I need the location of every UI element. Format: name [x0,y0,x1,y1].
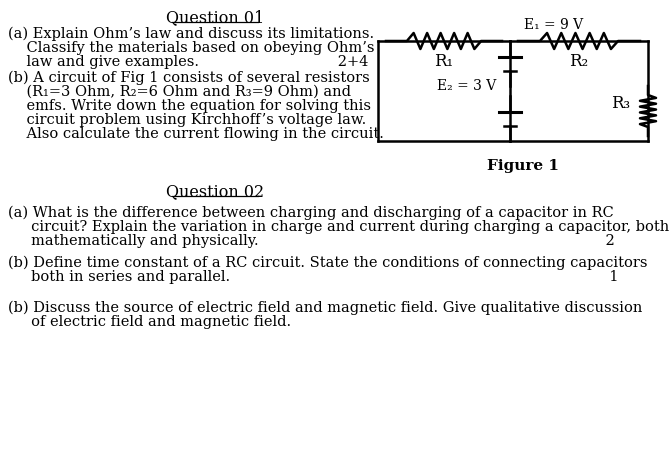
Text: Classify the materials based on obeying Ohm’s: Classify the materials based on obeying … [8,41,375,55]
Text: Question 02: Question 02 [166,183,264,200]
Text: (b) A circuit of Fig 1 consists of several resistors: (b) A circuit of Fig 1 consists of sever… [8,71,370,85]
Text: (b) Discuss the source of electric field and magnetic field. Give qualitative di: (b) Discuss the source of electric field… [8,301,643,316]
Text: both in series and parallel.                                                    : both in series and parallel. [8,270,618,284]
Text: law and give examples.                              2+4: law and give examples. 2+4 [8,55,369,69]
Text: circuit problem using Kirchhoff’s voltage law.: circuit problem using Kirchhoff’s voltag… [8,113,366,127]
Text: (a) What is the difference between charging and discharging of a capacitor in RC: (a) What is the difference between charg… [8,206,614,220]
Text: E₁ = 9 V: E₁ = 9 V [524,18,583,32]
Text: R₂: R₂ [570,53,588,70]
Text: circuit? Explain the variation in charge and current during charging a capacitor: circuit? Explain the variation in charge… [8,220,669,234]
Text: E₂ = 3 V: E₂ = 3 V [437,79,496,93]
Text: of electric field and magnetic field.: of electric field and magnetic field. [8,315,291,329]
Text: emfs. Write down the equation for solving this: emfs. Write down the equation for solvin… [8,99,371,113]
Text: R₁: R₁ [434,53,454,70]
Text: Figure 1: Figure 1 [487,159,559,173]
Text: Question 01: Question 01 [166,9,264,26]
Text: Also calculate the current flowing in the circuit.: Also calculate the current flowing in th… [8,127,384,141]
Text: R₃: R₃ [611,95,630,112]
Text: (R₁=3 Ohm, R₂=6 Ohm and R₃=9 Ohm) and: (R₁=3 Ohm, R₂=6 Ohm and R₃=9 Ohm) and [8,85,351,99]
Text: (b) Define time constant of a RC circuit. State the conditions of connecting cap: (b) Define time constant of a RC circuit… [8,256,647,270]
Text: (a) Explain Ohm’s law and discuss its limitations.: (a) Explain Ohm’s law and discuss its li… [8,27,374,41]
Text: mathematically and physically.                                                  : mathematically and physically. [8,234,615,248]
